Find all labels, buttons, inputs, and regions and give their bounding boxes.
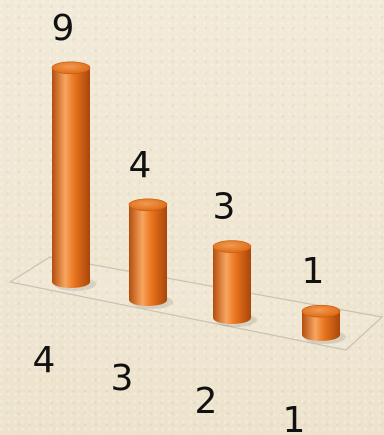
bar-top: [51, 61, 91, 75]
data-labels-group: 9 4 3 1: [52, 8, 325, 292]
data-label: 1: [302, 251, 325, 292]
bar-top: [301, 304, 341, 318]
category-label: 2: [195, 381, 218, 422]
bar-cylinder: [302, 311, 340, 341]
category-label: 1: [283, 400, 306, 435]
bars-group: [51, 61, 346, 344]
bar-cylinder: [52, 67, 90, 288]
chart-floor: [8, 256, 384, 351]
bar-top: [128, 198, 168, 212]
category-label: 4: [33, 340, 56, 381]
data-label: 3: [213, 187, 236, 228]
bar-top: [212, 240, 252, 253]
bar-cylinder: [129, 204, 167, 306]
floor-plane: [8, 256, 384, 351]
data-label: 4: [129, 145, 152, 186]
bar-cylinder: [213, 246, 251, 324]
data-label: 9: [52, 8, 75, 49]
category-label: 3: [111, 358, 134, 399]
category-labels-group: 4 3 2 1: [33, 340, 306, 435]
